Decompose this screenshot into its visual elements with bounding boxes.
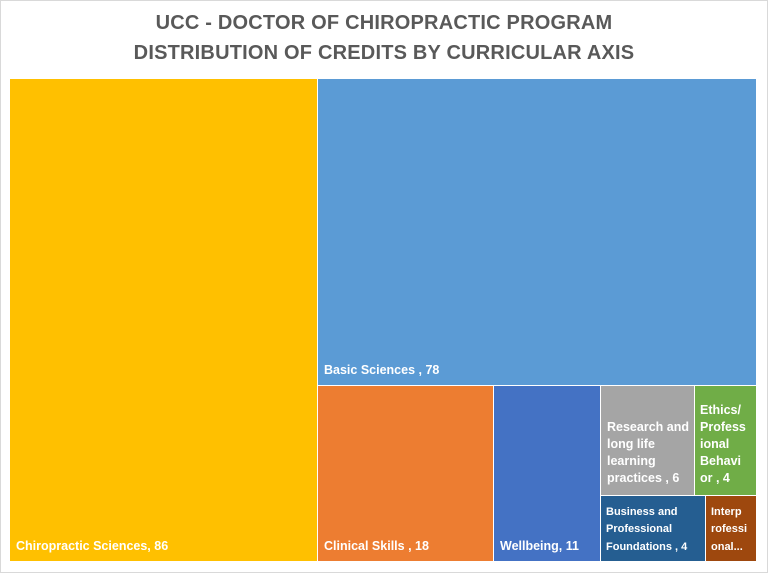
chart-title-line1: UCC - DOCTOR OF CHIROPRACTIC PROGRAM	[155, 12, 613, 34]
tile-label: Ethics/ Profess ional Behavi or , 4	[700, 403, 746, 485]
tile-label: Clinical Skills , 18	[324, 539, 429, 553]
tile-basic-sciences[interactable]: Basic Sciences , 78	[317, 78, 757, 386]
tile-label: Business and Professional Foundations , …	[606, 505, 688, 553]
tile-label: Wellbeing, 11	[500, 539, 579, 553]
tile-business[interactable]: Business and Professional Foundations , …	[600, 495, 706, 562]
treemap: Chiropractic Sciences, 86 Basic Sciences…	[9, 78, 757, 562]
tile-label: Interp rofessi onal...	[711, 505, 748, 553]
tile-wellbeing[interactable]: Wellbeing, 11	[493, 385, 601, 562]
tile-label: Chiropractic Sciences, 86	[16, 539, 169, 553]
tile-ethics[interactable]: Ethics/ Profess ional Behavi or , 4	[694, 385, 757, 496]
tile-clinical-skills[interactable]: Clinical Skills , 18	[317, 385, 494, 562]
tile-label: Research and long life learning practice…	[607, 420, 689, 485]
chart-title: UCC - DOCTOR OF CHIROPRACTIC PROGRAM DIS…	[0, 8, 768, 68]
tile-interprofessional[interactable]: Interp rofessi onal...	[705, 495, 757, 562]
tile-chiropractic-sciences[interactable]: Chiropractic Sciences, 86	[9, 78, 318, 562]
chart-title-line2: DISTRIBUTION OF CREDITS BY CURRICULAR AX…	[133, 42, 635, 64]
tile-label: Basic Sciences , 78	[324, 363, 440, 377]
tile-research[interactable]: Research and long life learning practice…	[600, 385, 695, 496]
